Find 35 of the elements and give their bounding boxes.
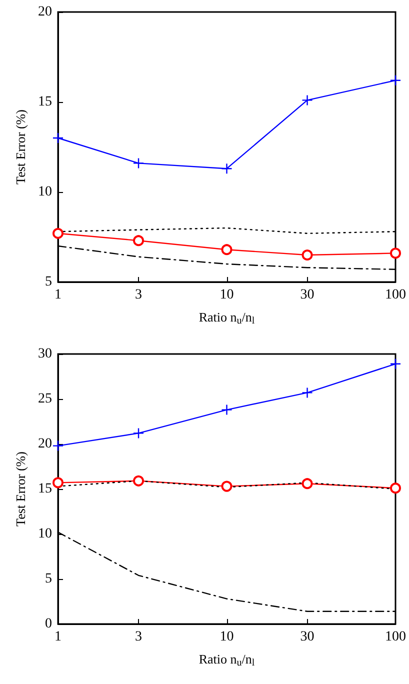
point <box>390 358 402 370</box>
point <box>221 244 232 256</box>
y-tick-label: 5 <box>45 274 52 290</box>
y-axis-title: Test Error (%) <box>13 110 28 184</box>
y-tick-label: 30 <box>38 346 52 362</box>
x-tick-label: 100 <box>385 288 406 302</box>
point <box>390 482 401 494</box>
point <box>52 132 64 144</box>
y-tick-label: 5 <box>45 572 52 586</box>
point <box>221 404 232 416</box>
x-tick-label: 3 <box>135 288 142 302</box>
point <box>52 228 64 239</box>
y-axis-title: Test Error (%) <box>13 452 28 526</box>
point <box>221 480 232 492</box>
point <box>221 163 232 174</box>
x-tick-label: 1 <box>54 288 62 302</box>
point <box>390 248 401 259</box>
x-tick-label: 10 <box>220 630 234 644</box>
y-tick-label: 25 <box>38 392 52 406</box>
x-tick-label: 100 <box>385 630 406 644</box>
x-tick-label: 3 <box>135 630 142 644</box>
point <box>52 477 64 488</box>
x-tick-label: 1 <box>54 630 62 644</box>
y-tick-label: 10 <box>38 184 52 200</box>
y-tick-label: 15 <box>38 482 52 496</box>
x-tick-label: 10 <box>220 288 234 302</box>
x-tick-label: 30 <box>300 630 314 644</box>
y-tick-label: 10 <box>38 526 52 542</box>
point <box>390 74 402 86</box>
y-tick-label: 15 <box>38 94 52 110</box>
point <box>52 440 64 452</box>
x-tick-label: 30 <box>300 288 314 302</box>
y-tick-label: 20 <box>38 4 52 20</box>
y-tick-label: 20 <box>38 436 52 452</box>
y-tick-label: 0 <box>45 616 52 632</box>
